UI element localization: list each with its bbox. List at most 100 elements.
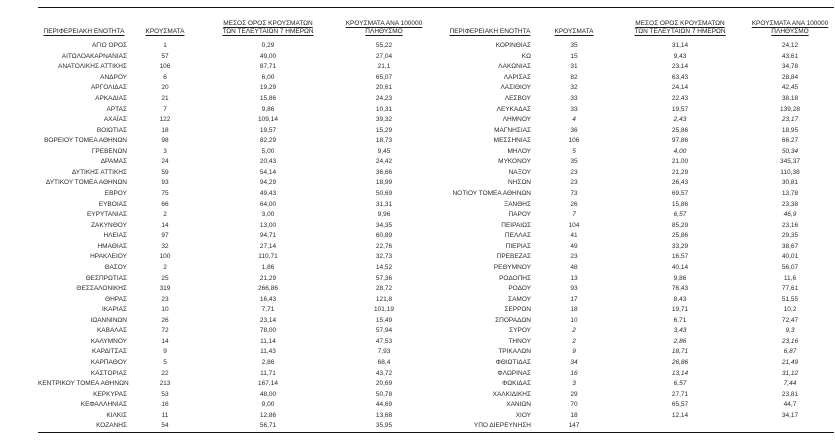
cases-cell: 33 xyxy=(570,94,578,102)
col-header-avg7-line1: ΜΕΣΟΣ ΟΡΟΣ ΚΡΟΥΣΜΑΤΩΝ xyxy=(223,20,313,27)
region-cell: ΚΑΡΠΑΘΟΥ xyxy=(90,359,127,366)
table-row: ΚΑΒΑΛΑΣ 72 78,00 57,94 xyxy=(38,326,432,337)
region-cell: ΚΙΛΚΙΣ xyxy=(106,411,127,419)
avg7-cell: 26,43 xyxy=(671,179,689,187)
cases-table-left: ΠΕΡΙΦΕΡΕΙΑΚΗ ΕΝΟΤΗΤΑ ΚΡΟΥΣΜΑΤΑ ΜΕΣΟΣ ΟΡΟ… xyxy=(38,20,432,432)
region-cell: ΒΟΡΕΙΟΥ ΤΟΜΕΑ ΑΘΗΝΩΝ xyxy=(44,137,127,145)
cases-cell: 106 xyxy=(159,63,171,71)
per100k-cell: 10,31 xyxy=(375,105,393,113)
cases-cell: 2 xyxy=(163,263,167,271)
cases-cell: 100 xyxy=(159,253,171,261)
region-cell: ΑΡΤΑΣ xyxy=(106,105,127,113)
table-row: ΠΕΙΡΑΙΩΣ 104 85,29 23,16 xyxy=(446,221,834,232)
per100k-cell: 345,37 xyxy=(780,158,800,166)
region-cell: ΧΑΝΙΩΝ xyxy=(506,401,531,409)
avg7-cell: 18,71 xyxy=(671,348,689,356)
col-header-region-label: ΠΕΡΙΦΕΡΕΙΑΚΗ ΕΝΟΤΗΤΑ xyxy=(449,28,531,35)
region-cell: ΦΘΙΩΤΙΔΑΣ xyxy=(495,359,531,366)
region-cell: ΡΟΔΟΠΗΣ xyxy=(499,274,531,282)
avg7-cell: 5,00 xyxy=(261,147,275,155)
table-row: ΛΕΣΒΟΥ 33 22,43 38,18 xyxy=(446,94,834,105)
avg7-cell: 27,14 xyxy=(259,242,277,250)
per100k-cell: 39,32 xyxy=(375,116,393,124)
table-row: ΠΕΛΛΑΣ 41 25,86 29,35 xyxy=(446,231,834,242)
region-cell: ΥΠΟ ΔΙΕΡΕΥΝΗΣΗ xyxy=(473,422,531,430)
table-row: ΒΟΙΩΤΙΑΣ 18 19,57 15,29 xyxy=(38,126,432,137)
region-cell: ΚΩ xyxy=(521,52,531,60)
region-cell: ΛΕΥΚΑΔΑΣ xyxy=(496,105,531,113)
table-row: ΚΑΣΤΟΡΙΑΣ 22 11,71 43,72 xyxy=(38,368,432,379)
table-row: ΥΠΟ ΔΙΕΡΕΥΝΗΣΗ 147 xyxy=(446,421,834,432)
cases-cell: 17 xyxy=(570,295,578,303)
per100k-cell: 38,67 xyxy=(781,242,799,250)
table-row: ΡΕΘΥΜΝΟΥ 48 40,14 56,07 xyxy=(446,263,834,274)
cases-cell: 18 xyxy=(570,411,578,419)
cases-cell: 5 xyxy=(572,147,576,155)
per100k-cell: 15,29 xyxy=(375,126,393,134)
region-cell: ΚΑΣΤΟΡΙΑΣ xyxy=(90,369,127,377)
table-row: ΑΓΙΟ ΟΡΟΣ 1 0,29 55,22 xyxy=(38,41,432,52)
col-header-per100k-line2: ΠΛΗΘΥΣΜΟ xyxy=(365,28,403,35)
avg7-cell: 21,29 xyxy=(259,274,277,282)
per100k-cell: 18,95 xyxy=(781,126,799,134)
per100k-cell: 50,69 xyxy=(375,190,393,197)
table-body-left: ΑΓΙΟ ΟΡΟΣ 1 0,29 55,22 ΑΙΤΩΛΟΑΚΑΡΝΑΝΙΑΣ 57 49,… xyxy=(38,41,432,432)
cases-cell: 22 xyxy=(161,369,169,377)
per100k-cell: 36,66 xyxy=(375,168,393,176)
cases-cell: 4 xyxy=(572,116,576,124)
cases-cell: 2 xyxy=(572,337,576,345)
cases-cell: 13 xyxy=(570,274,578,282)
per100k-cell: 6,87 xyxy=(783,348,797,356)
cases-cell: 97 xyxy=(161,232,169,240)
avg7-cell: 11,43 xyxy=(260,348,276,356)
region-cell: ΣΠΟΡΑΔΩΝ xyxy=(495,316,531,324)
region-cell: ΧΑΛΚΙΔΙΚΗΣ xyxy=(492,390,531,398)
per100k-cell: 7,93 xyxy=(377,348,391,356)
region-cell: ΜΑΓΝΗΣΙΑΣ xyxy=(494,126,531,134)
avg7-cell: 69,57 xyxy=(671,190,689,197)
region-cell: ΔΥΤΙΚΗΣ ΑΤΤΙΚΗΣ xyxy=(71,168,127,176)
per100k-cell: 15,49 xyxy=(375,316,393,324)
table-row: ΗΡΑΚΛΕΙΟΥ 100 110,71 32,73 xyxy=(38,252,432,263)
avg7-cell: 19,57 xyxy=(671,105,689,113)
table-body-right: ΚΟΡΙΝΘΙΑΣ 35 31,14 24,12 ΚΩ 15 9,43 43,61 ΛΑΚΩΝΙ… xyxy=(446,41,834,432)
table-row: ΒΟΡΕΙΟΥ ΤΟΜΕΑ ΑΘΗΝΩΝ 98 82,29 18,73 xyxy=(38,136,432,147)
per100k-cell: 101,19 xyxy=(374,306,394,314)
region-cell: ΖΑΚΥΝΘΟΥ xyxy=(91,221,127,229)
cases-cell: 14 xyxy=(161,221,169,229)
region-cell: ΚΕΦΑΛΛΗΝΙΑΣ xyxy=(80,401,127,409)
region-cell: ΕΒΡΟΥ xyxy=(104,190,127,197)
per100k-cell: 44,7 xyxy=(783,401,797,409)
cases-cell: 75 xyxy=(161,190,169,197)
cases-cell: 31 xyxy=(570,63,578,71)
avg7-cell: 78,00 xyxy=(259,327,277,335)
cases-cell: 122 xyxy=(159,116,171,124)
cases-cell: 32 xyxy=(161,242,169,250)
per100k-cell: 34,35 xyxy=(375,221,393,229)
region-cell: ΑΧΑΪΑΣ xyxy=(103,116,127,124)
table-row: ΖΑΚΥΝΘΟΥ 14 13,00 34,35 xyxy=(38,221,432,232)
region-cell: ΙΚΑΡΙΑΣ xyxy=(102,306,127,314)
cases-cell: 32 xyxy=(570,84,578,92)
table-row: ΘΑΣΟΥ 2 1,86 14,52 xyxy=(38,263,432,274)
per100k-cell: 14,52 xyxy=(375,263,393,271)
cases-cell: 29 xyxy=(570,390,578,398)
per100k-cell: 43,72 xyxy=(375,369,393,377)
per100k-cell: 9,45 xyxy=(377,147,391,155)
avg7-cell: 12,86 xyxy=(259,411,277,419)
avg7-cell: 110,71 xyxy=(258,253,278,261)
region-cell: ΗΡΑΚΛΕΙΟΥ xyxy=(90,253,127,261)
region-cell: ΑΝΑΤΟΛΙΚΗΣ ΑΤΤΙΚΗΣ xyxy=(58,63,127,71)
table-row: ΚΟΖΑΝΗΣ 54 56,71 35,95 xyxy=(38,421,432,432)
table-row: ΔΥΤΙΚΟΥ ΤΟΜΕΑ ΑΘΗΝΩΝ 93 94,29 18,99 xyxy=(38,178,432,189)
cases-cell: 10 xyxy=(161,306,169,314)
table-row: ΛΗΜΝΟΥ 4 2,43 23,17 xyxy=(446,115,834,126)
per100k-cell: 50,78 xyxy=(375,390,393,398)
cases-cell: 1 xyxy=(163,42,167,50)
table-row: ΧΑΛΚΙΔΙΚΗΣ 29 27,71 23,81 xyxy=(446,390,834,401)
table-row: ΦΘΙΩΤΙΔΑΣ 34 26,86 21,49 xyxy=(446,358,834,369)
region-cell: ΣΥΡΟΥ xyxy=(509,327,531,335)
region-cell: ΤΡΙΚΑΛΩΝ xyxy=(498,348,531,356)
region-cell: ΛΑΚΩΝΙΑΣ xyxy=(498,63,531,71)
per100k-cell: 110,38 xyxy=(780,168,800,176)
